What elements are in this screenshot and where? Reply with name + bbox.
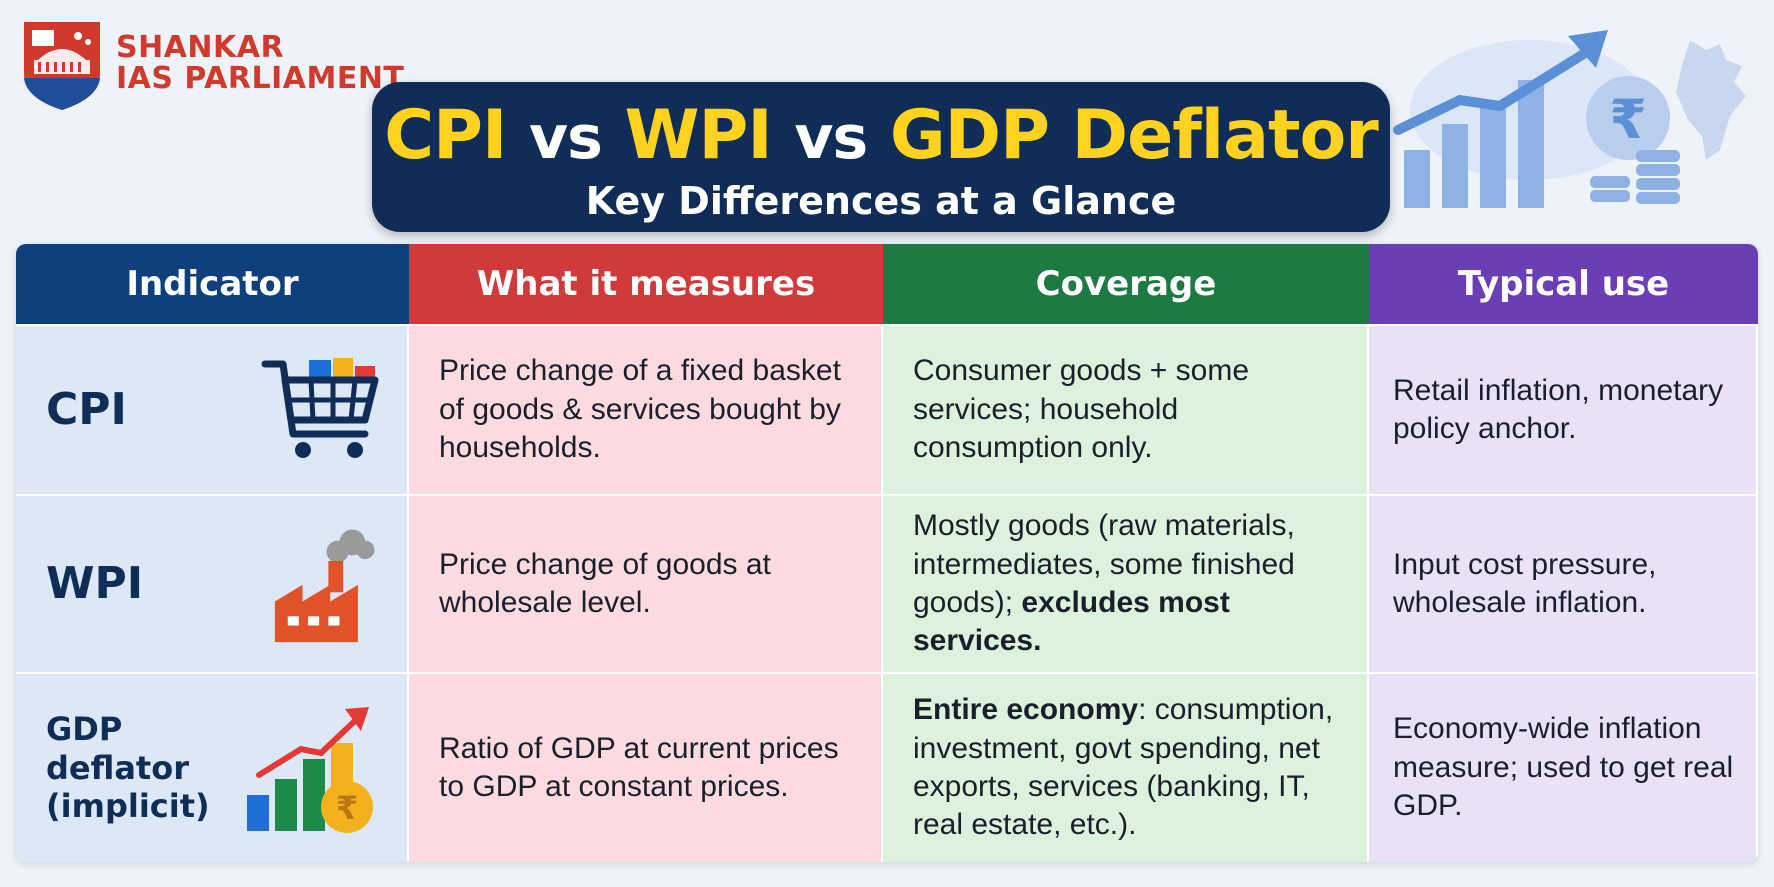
coverage-text: Mostly goods (raw materials, intermediat… <box>913 507 1347 661</box>
row-cpi-indicator: CPI <box>16 324 409 494</box>
coverage-plain-text: : consumption, investment, govt spending… <box>913 693 1334 842</box>
indicator-label: CPI <box>46 383 127 435</box>
row-wpi-indicator: WPI <box>16 494 409 672</box>
brand-line-2: IAS PARLIAMENT <box>116 61 405 96</box>
title-gdp-deflator: GDP Deflator <box>889 96 1379 175</box>
header-coverage: Coverage <box>883 244 1369 324</box>
indicator-label-line-2: deflator <box>46 748 189 787</box>
row-gdp-coverage: Entire economy: consumption, investment,… <box>883 672 1369 862</box>
bar-chart-rupee-icon: ₹ <box>247 707 373 833</box>
row-cpi-measures: Price change of a fixed basket of goods … <box>409 324 883 494</box>
title-cpi: CPI <box>384 96 507 175</box>
row-gdp-indicator: GDP deflator (implicit) ₹ <box>16 672 409 862</box>
row-cpi-use: Retail inflation, monetary policy anchor… <box>1369 324 1758 494</box>
page-subtitle: Key Differences at a Glance <box>585 179 1177 223</box>
title-vs-1: vs <box>528 103 603 173</box>
row-wpi-coverage: Mostly goods (raw materials, intermediat… <box>883 494 1369 672</box>
brand-logo: SHANKAR IAS PARLIAMENT <box>20 16 404 112</box>
parliament-emblem-icon <box>24 22 100 110</box>
coverage-text: Entire economy: consumption, investment,… <box>913 691 1347 845</box>
title-vs-2: vs <box>794 103 868 173</box>
factory-icon <box>274 529 375 643</box>
coverage-bold-text: Entire economy <box>913 693 1139 727</box>
page-title: CPI vs WPI vs GDP Deflator <box>372 96 1390 175</box>
row-gdp-use: Economy-wide inflation measure; used to … <box>1369 672 1758 862</box>
brand-name: SHANKAR IAS PARLIAMENT <box>116 33 404 94</box>
title-banner: CPI vs WPI vs GDP Deflator Key Differenc… <box>372 82 1390 232</box>
row-cpi-coverage: Consumer goods + some services; househol… <box>883 324 1369 494</box>
header-typical-use: Typical use <box>1369 244 1758 324</box>
svg-text:₹: ₹ <box>1609 88 1647 151</box>
row-gdp-measures: Ratio of GDP at current prices to GDP at… <box>409 672 883 862</box>
title-wpi: WPI <box>624 96 773 175</box>
indicator-label-line-3: (implicit) <box>46 787 210 826</box>
growth-chart-decoration-icon: ₹ <box>1393 30 1746 208</box>
coverage-plain-text: Mostly goods (raw materials, intermediat… <box>913 509 1295 619</box>
comparison-table: Indicator What it measures Coverage Typi… <box>16 244 1758 862</box>
shopping-cart-icon <box>261 358 379 458</box>
coverage-bold-text: excludes most services. <box>913 586 1230 658</box>
header-what-it-measures: What it measures <box>409 244 883 324</box>
header-indicator: Indicator <box>16 244 409 324</box>
svg-text:₹: ₹ <box>336 789 358 827</box>
indicator-label-line-1: GDP <box>46 710 123 749</box>
indicator-label: GDP deflator (implicit) <box>46 710 210 825</box>
row-wpi-use: Input cost pressure, wholesale inflation… <box>1369 494 1758 672</box>
brand-line-1: SHANKAR <box>116 30 285 66</box>
row-wpi-measures: Price change of goods at wholesale level… <box>409 494 883 672</box>
indicator-label: WPI <box>46 557 144 609</box>
